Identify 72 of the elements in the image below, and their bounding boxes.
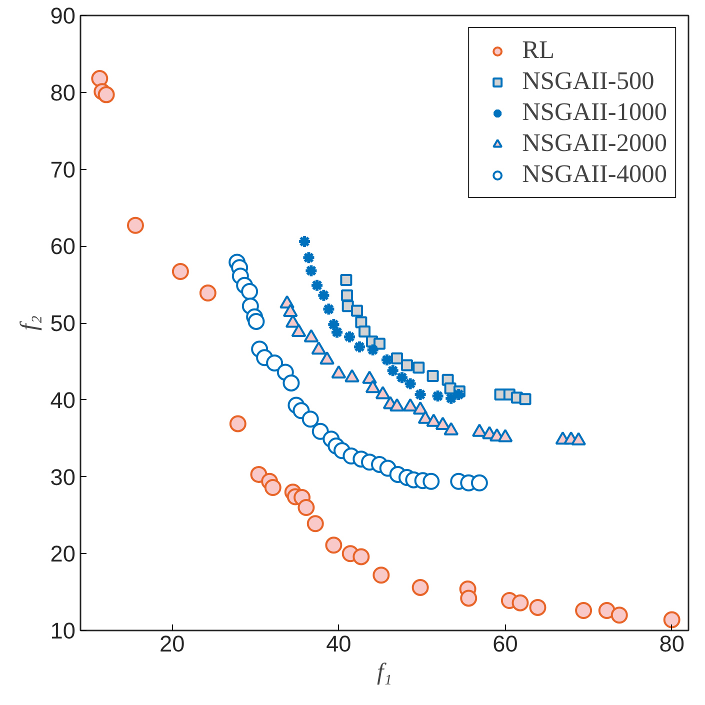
point <box>326 318 341 332</box>
point <box>306 515 324 532</box>
point <box>610 606 628 624</box>
point <box>298 499 315 516</box>
point <box>460 590 478 607</box>
point <box>575 602 592 619</box>
point <box>386 364 400 378</box>
legend-label: NSGAII-4000 <box>522 160 667 189</box>
point <box>366 342 380 357</box>
x-tick-label: 20 <box>160 630 185 656</box>
point <box>98 86 115 104</box>
point <box>422 472 440 490</box>
point <box>341 289 354 302</box>
point <box>248 312 265 330</box>
point <box>372 566 390 584</box>
y-axis-title: f₂ <box>16 315 42 331</box>
point <box>302 410 319 428</box>
point <box>663 611 680 628</box>
point <box>312 422 329 440</box>
point <box>330 325 344 340</box>
legend-label: NSGAII-1000 <box>522 98 667 127</box>
point <box>282 374 300 392</box>
point <box>199 284 216 302</box>
y-tick-label: 80 <box>50 79 76 106</box>
y-tick-label: 10 <box>50 618 76 644</box>
point <box>126 216 144 234</box>
point <box>342 330 357 344</box>
point <box>519 393 532 406</box>
point <box>241 282 258 300</box>
x-axis-title: f₁ <box>376 660 392 686</box>
y-tick-label: 50 <box>50 310 76 336</box>
point <box>529 598 546 616</box>
y-tick-label: 40 <box>50 386 76 413</box>
y-tick-label: 90 <box>50 2 76 28</box>
point <box>403 376 418 391</box>
point <box>172 263 189 280</box>
point <box>325 536 342 554</box>
point <box>413 387 428 402</box>
x-tick-label: 80 <box>659 630 684 656</box>
point <box>358 325 371 338</box>
point <box>316 288 331 302</box>
y-tick-label: 60 <box>50 233 76 260</box>
point <box>298 234 312 249</box>
point <box>310 278 324 292</box>
legend-label: NSGAII-500 <box>522 67 654 96</box>
x-tick-label: 60 <box>492 630 518 656</box>
point <box>412 578 429 596</box>
x-tick-label: 40 <box>326 630 352 656</box>
y-tick-label: 30 <box>50 464 76 490</box>
y-tick-label: 20 <box>50 540 76 567</box>
point <box>394 370 409 385</box>
point <box>430 389 445 404</box>
point <box>266 354 284 372</box>
point <box>598 602 616 619</box>
point <box>400 359 413 372</box>
point <box>352 340 367 354</box>
legend-label: NSGAII-2000 <box>522 129 667 158</box>
point <box>352 548 370 566</box>
point <box>264 479 282 496</box>
point <box>340 274 352 286</box>
point <box>302 250 316 265</box>
point <box>229 415 246 432</box>
point <box>512 594 529 612</box>
legend-label: RL <box>522 36 554 65</box>
point <box>426 370 439 382</box>
point <box>351 304 364 317</box>
y-tick-label: 70 <box>50 156 76 182</box>
point <box>412 362 425 374</box>
point <box>470 474 488 492</box>
point <box>322 302 336 316</box>
point <box>304 264 318 278</box>
point <box>390 352 403 364</box>
